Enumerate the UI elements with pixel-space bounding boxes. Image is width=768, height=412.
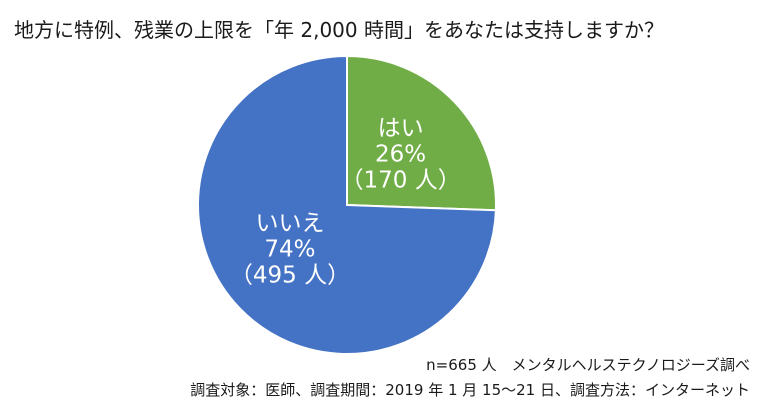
survey-method-note: 調査対象：医師、調査期間：2019 年 1 月 15～21 日、調査方法：インタ… [190,381,750,399]
chart-title: 地方に特例、残業の上限を「年 2,000 時間」をあなたは支持しますか？ [14,18,664,42]
slice-label-percent-yes: 26% [375,141,426,167]
slice-label-name-no: いいえ [255,210,324,236]
slice-label-count-no: （495 人） [230,262,350,288]
slice-label-percent-no: 74% [264,236,315,262]
slice-label-name-yes: はい [378,115,424,141]
sample-source-note: n=665 人 メンタルヘルステクノロジーズ調べ [426,356,750,374]
slice-label-count-yes: （170 人） [340,167,460,193]
pie-slice-yes [346,54,497,212]
pie-slice-no [197,54,497,355]
